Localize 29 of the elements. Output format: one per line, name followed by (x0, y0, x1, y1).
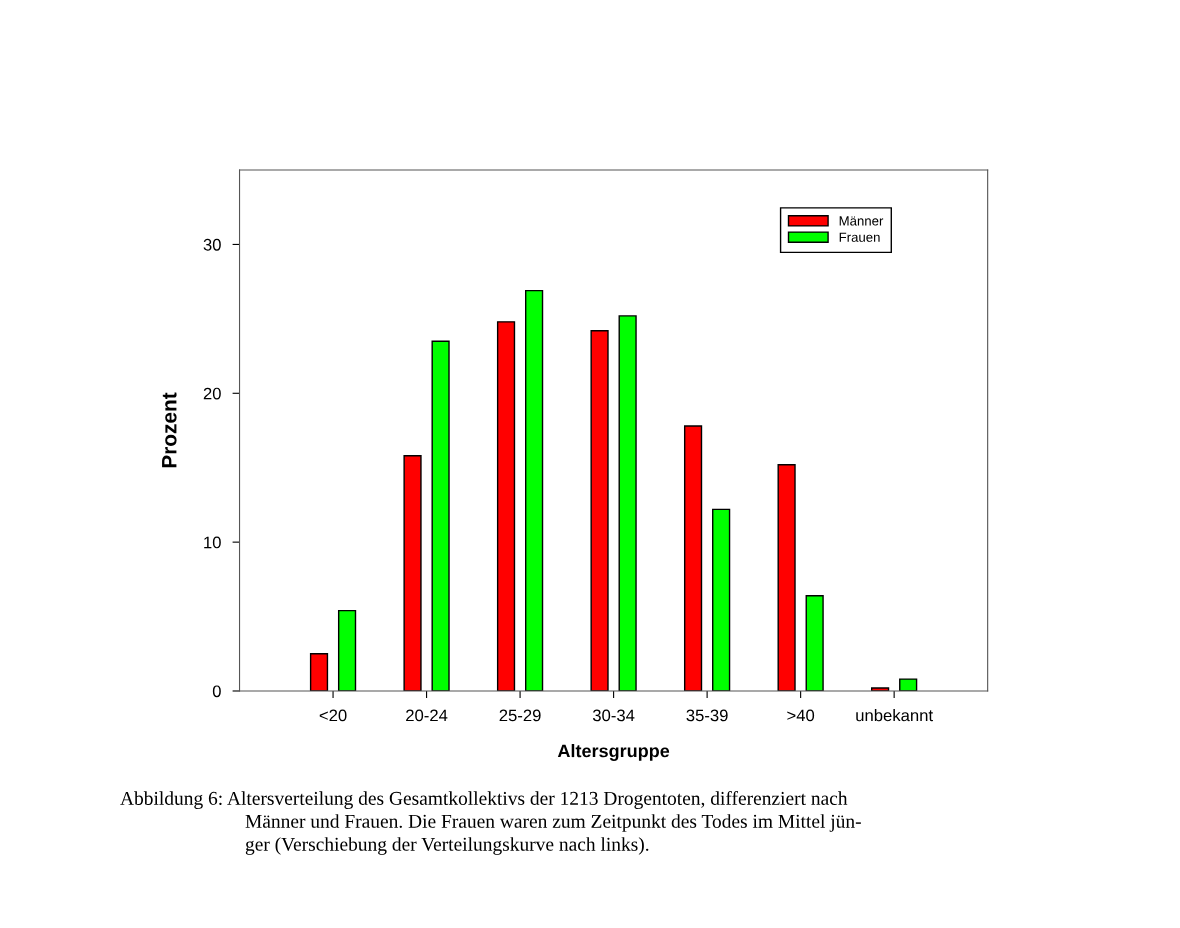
y-tick-label: 10 (204, 536, 221, 549)
bar (683, 425, 703, 691)
x-tick-label: 25-29 (499, 709, 541, 722)
x-axis-title: Altersgruppe (557, 744, 670, 761)
y-tick-label: 20 (203, 387, 221, 400)
legend-label: Frauen (839, 232, 880, 242)
bar (403, 455, 422, 691)
y-tick-label: 30 (203, 238, 221, 251)
bar (590, 330, 609, 691)
bar (805, 595, 824, 691)
x-tick-label: 30-34 (592, 709, 635, 722)
legend-label: Männer (839, 216, 884, 226)
bar (712, 508, 731, 691)
bar (431, 340, 450, 691)
y-tick-label: 0 (212, 685, 221, 698)
text: Abbildung 6: Altersverteilung des Gesamtkollektivs der 1213 Drogentoten, differenziert nach Männer und Frauen. Die Frauen waren zum Zeitpunkt des Todes im Mittel jün- ger (Verschiebung der Verteilungskurve nach links). (120, 791, 861, 855)
x-tick-label: <20 (319, 709, 347, 722)
bar (337, 609, 357, 691)
x-tick-label: 20-24 (406, 709, 448, 722)
x-tick-label: >40 (787, 709, 815, 722)
bar (777, 464, 796, 691)
bar (525, 289, 544, 691)
bar (496, 321, 516, 691)
x-tick-label: unbekannt (856, 709, 933, 722)
y-axis-title: Prozent (162, 392, 177, 468)
bar (899, 678, 918, 691)
bar (618, 315, 637, 691)
bar (309, 653, 329, 691)
x-tick-label: 35-39 (686, 709, 728, 722)
